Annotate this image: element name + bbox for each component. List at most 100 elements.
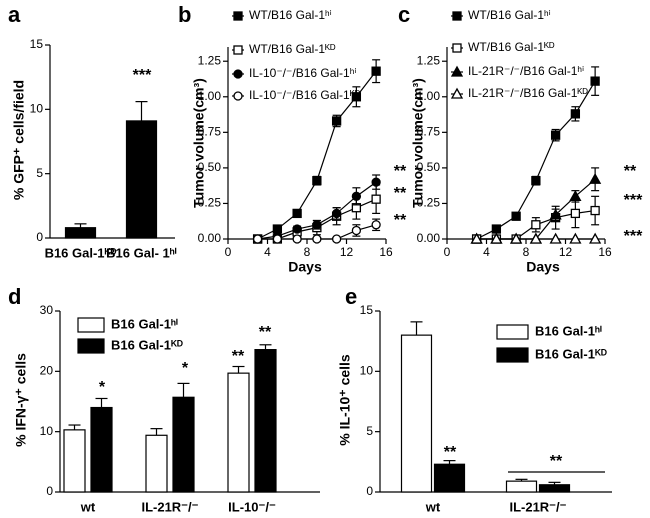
- y-tick-label: 10: [40, 424, 54, 438]
- x-tick-label: 16: [379, 245, 393, 259]
- marker: [569, 232, 582, 244]
- marker: [371, 177, 381, 187]
- annotation: **: [394, 185, 407, 202]
- bar: [400, 334, 433, 493]
- y-tick-label: 0: [366, 484, 373, 498]
- marker: [331, 208, 342, 219]
- annotation: *: [182, 360, 189, 377]
- marker: [510, 232, 523, 244]
- panel-letter: d: [8, 284, 21, 309]
- x-tick-label: B16 Gal- 1ʰⁱ: [106, 245, 177, 260]
- x-tick-label: 0: [225, 245, 232, 259]
- bar: [254, 349, 277, 493]
- legend-label: IL-10⁻/⁻/B16 Gal-1ʰⁱ: [249, 66, 356, 80]
- y-tick-label: 0.50: [198, 160, 222, 174]
- y-tick-label: 0: [36, 230, 43, 244]
- y-tick-label: 10: [30, 102, 44, 116]
- legend-swatch: [496, 347, 529, 363]
- x-tick-label: 4: [483, 245, 490, 259]
- marker: [570, 109, 581, 119]
- legend-label: B16 Gal-1ᴷᴰ: [535, 346, 607, 361]
- marker: [292, 234, 302, 244]
- x-tick-label: 0: [444, 245, 451, 259]
- x-tick-label: wt: [425, 499, 441, 514]
- x-tick-label: IL-10⁻/⁻: [228, 499, 276, 514]
- y-tick-label: 1.00: [417, 89, 441, 103]
- x-axis-label: Days: [288, 259, 322, 275]
- annotation: *: [99, 379, 106, 396]
- bar: [227, 372, 250, 493]
- annotation: ***: [624, 192, 643, 209]
- bar: [433, 463, 466, 493]
- marker: [452, 43, 462, 53]
- y-tick-label: 20: [40, 364, 54, 378]
- annotation: **: [394, 163, 407, 180]
- legend-swatch: [77, 317, 105, 333]
- marker: [351, 92, 362, 102]
- panel-letter: b: [178, 2, 191, 27]
- y-tick-label: 1.00: [198, 89, 222, 103]
- legend-label: B16 Gal-1ʰⁱ: [535, 323, 602, 338]
- x-tick-label: IL-21R⁻/⁻: [141, 499, 198, 514]
- y-tick-label: 0.50: [417, 160, 441, 174]
- marker: [351, 225, 362, 236]
- y-axis-label: Tumor volume(cm³): [191, 78, 207, 208]
- annotation: ***: [624, 228, 643, 245]
- y-tick-label: 0.25: [417, 196, 441, 210]
- bar: [63, 429, 86, 493]
- marker: [371, 220, 381, 230]
- legend-swatch: [496, 324, 529, 340]
- marker: [312, 220, 322, 230]
- panel-letter: c: [398, 2, 410, 27]
- bar: [125, 120, 158, 239]
- marker: [491, 224, 502, 234]
- marker: [371, 66, 381, 76]
- marker: [550, 130, 561, 140]
- marker: [331, 234, 342, 244]
- marker: [589, 172, 602, 184]
- bar: [145, 434, 168, 493]
- legend-label: IL-21R⁻/⁻/B16 Gal-1ᴷᴰ: [468, 86, 588, 100]
- x-tick-label: 8: [523, 245, 530, 259]
- y-axis-label: Tumor volume(cm³): [410, 78, 426, 208]
- bar: [64, 227, 97, 239]
- marker: [549, 232, 562, 244]
- legend-label: B16 Gal-1ʰⁱ: [111, 316, 178, 331]
- annotation: **: [232, 348, 245, 365]
- y-tick-label: 0.75: [198, 125, 222, 139]
- marker: [569, 189, 582, 201]
- y-tick-label: 15: [360, 303, 374, 317]
- x-tick-label: wt: [80, 499, 96, 514]
- marker: [531, 220, 541, 230]
- y-tick-label: 0.25: [198, 196, 222, 210]
- legend-label: WT/B16 Gal-1ʰⁱ: [468, 8, 551, 22]
- panel-letter: e: [345, 284, 357, 309]
- y-tick-label: 1.25: [198, 53, 222, 67]
- marker: [233, 91, 243, 101]
- marker: [272, 234, 283, 244]
- y-tick-label: 0.00: [417, 231, 441, 245]
- legend-swatch: [77, 338, 105, 354]
- marker: [589, 232, 602, 244]
- annotation: **: [444, 444, 457, 461]
- marker: [590, 76, 600, 86]
- y-tick-label: 1.25: [417, 53, 441, 67]
- marker: [351, 191, 362, 201]
- y-tick-label: 5: [36, 166, 43, 180]
- y-tick-label: 15: [30, 37, 44, 51]
- marker: [252, 234, 263, 244]
- marker: [590, 205, 600, 216]
- bar: [90, 406, 113, 493]
- marker: [450, 65, 464, 77]
- marker: [450, 87, 464, 99]
- marker: [531, 176, 541, 186]
- y-tick-label: 0: [46, 484, 53, 498]
- y-tick-label: 0.00: [198, 231, 222, 245]
- marker: [331, 116, 342, 126]
- x-tick-label: 12: [559, 245, 573, 259]
- y-tick-label: 10: [360, 364, 374, 378]
- marker: [233, 11, 243, 21]
- x-axis-label: Days: [526, 259, 560, 275]
- y-tick-label: 0.75: [417, 125, 441, 139]
- marker: [470, 232, 483, 244]
